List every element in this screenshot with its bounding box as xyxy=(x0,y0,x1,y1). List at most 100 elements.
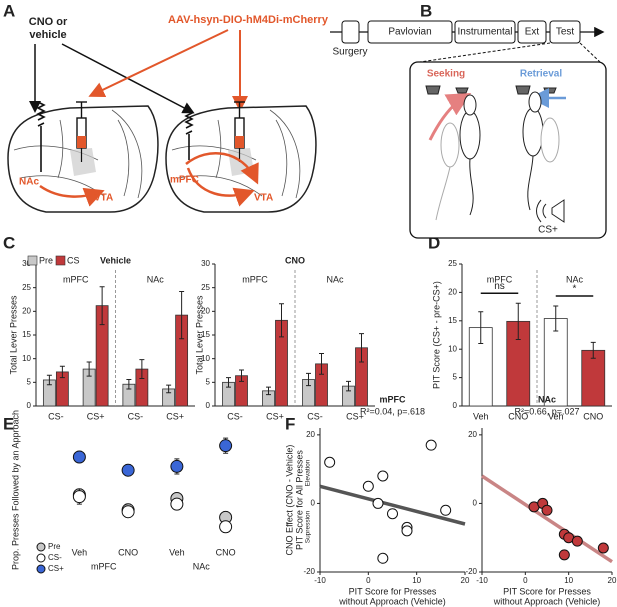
x-tick-label: CS+ xyxy=(87,411,105,421)
point xyxy=(425,439,437,451)
point xyxy=(324,456,336,468)
x-tick-label: 0 xyxy=(366,576,371,585)
region-label: VTA xyxy=(94,193,113,204)
region-label: VTA xyxy=(254,193,273,204)
x-tick-label: CS- xyxy=(48,411,64,421)
x-tick-label: CS- xyxy=(307,411,323,421)
y-annotation: Elevation xyxy=(305,459,312,486)
brain-left: NAc VTA xyxy=(7,101,159,213)
legend-marker xyxy=(36,553,46,563)
y-tick-label: 20 xyxy=(468,430,477,439)
chart-title: mPFC xyxy=(379,394,406,404)
legend-swatch xyxy=(27,255,38,266)
cue-label: CS+ xyxy=(538,225,558,236)
phase-label: Instrumental xyxy=(457,27,512,38)
x-tick-label: CS+ xyxy=(346,411,364,421)
error-bar xyxy=(590,341,596,359)
dot xyxy=(170,497,184,511)
bar xyxy=(543,318,568,407)
panel-label: B xyxy=(420,1,432,20)
phase-label: Pavlovian xyxy=(388,27,431,38)
error-bar xyxy=(279,303,284,338)
x-tick-label: CS+ xyxy=(266,411,284,421)
point xyxy=(571,535,583,547)
panel-label: A xyxy=(3,1,15,20)
legend-label: Pre xyxy=(48,542,61,551)
legend-marker xyxy=(36,564,46,574)
x-tick-label: -10 xyxy=(476,576,488,585)
error-bar xyxy=(99,286,105,326)
x-tick-label: Veh xyxy=(169,547,185,557)
x-tick-label: Veh xyxy=(548,411,564,421)
legend-label: CS+ xyxy=(48,564,64,573)
chart-title: CNO xyxy=(285,255,305,265)
x-tick-label: 10 xyxy=(412,576,421,585)
y-tick-label: 25 xyxy=(201,283,210,292)
x-tick-label: 10 xyxy=(564,576,573,585)
panel-label: C xyxy=(3,233,15,252)
error-bar xyxy=(226,377,231,388)
significance-label: * xyxy=(573,284,577,295)
dot xyxy=(219,520,233,534)
phase-label: Test xyxy=(556,27,575,38)
group-label: mPFC xyxy=(91,561,117,571)
y-tick-label: 20 xyxy=(306,430,315,439)
y-axis-label: CNO Effect (CNO - Vehicle) xyxy=(284,445,294,556)
fit-line xyxy=(481,474,613,564)
y-tick-label: 20 xyxy=(201,306,210,315)
x-tick-label: CNO xyxy=(583,411,603,421)
y-tick-label: 25 xyxy=(22,283,31,292)
x-tick-label: 20 xyxy=(608,576,617,585)
condition-label: Retrieval xyxy=(520,69,562,80)
y-tick-label: 10 xyxy=(201,354,210,363)
error-bar xyxy=(319,352,324,375)
error-bar xyxy=(179,290,185,340)
y-tick-label: 5 xyxy=(453,373,458,382)
point xyxy=(558,549,570,561)
panel-b: Surgery Pavlovian Instrumental Ext Test … xyxy=(330,20,607,239)
point xyxy=(440,504,452,516)
group-label: mPFC xyxy=(242,274,268,284)
legend-marker xyxy=(36,542,46,552)
region-label: mPFC xyxy=(170,175,199,186)
dot xyxy=(219,439,233,453)
x-tick-label: Veh xyxy=(473,411,489,421)
y-tick-label: 0 xyxy=(206,401,211,410)
brain-right: mPFC VTA xyxy=(165,101,317,213)
dot xyxy=(72,490,86,504)
x-tick-label: Veh xyxy=(72,547,88,557)
group-label: NAc xyxy=(326,274,344,284)
y-tick-label: 0 xyxy=(311,499,316,508)
dot xyxy=(121,463,135,477)
x-tick-label: 20 xyxy=(461,576,470,585)
point xyxy=(362,480,374,492)
legend-label: CS xyxy=(67,255,80,265)
dot xyxy=(72,450,86,464)
y-tick-label: 20 xyxy=(448,288,457,297)
point xyxy=(372,497,384,509)
point xyxy=(377,470,389,482)
y-tick-label: -20 xyxy=(465,567,477,576)
y-tick-label: 0 xyxy=(453,401,458,410)
y-tick-label: 25 xyxy=(448,259,457,268)
error-bar xyxy=(346,380,351,392)
y-axis-label: PIT Score for All Presses xyxy=(294,450,304,550)
group-label: mPFC xyxy=(487,274,513,284)
group-label: NAc xyxy=(193,561,211,571)
y-tick-label: 30 xyxy=(22,259,31,268)
dot xyxy=(121,505,135,519)
chart-title: NAc xyxy=(538,394,556,404)
dot xyxy=(170,459,184,473)
y-axis-label: Total Lever Presses xyxy=(8,295,18,375)
error-bar xyxy=(553,305,559,332)
y-tick-label: 15 xyxy=(201,330,210,339)
y-tick-label: 10 xyxy=(22,354,31,363)
error-bar xyxy=(239,369,244,382)
x-tick-label: CS- xyxy=(227,411,243,421)
y-tick-label: 15 xyxy=(22,330,31,339)
rat xyxy=(435,91,560,221)
x-axis-label: without Approach (Vehicle) xyxy=(493,596,601,606)
region-label: NAc xyxy=(19,177,39,188)
axes xyxy=(319,428,465,573)
